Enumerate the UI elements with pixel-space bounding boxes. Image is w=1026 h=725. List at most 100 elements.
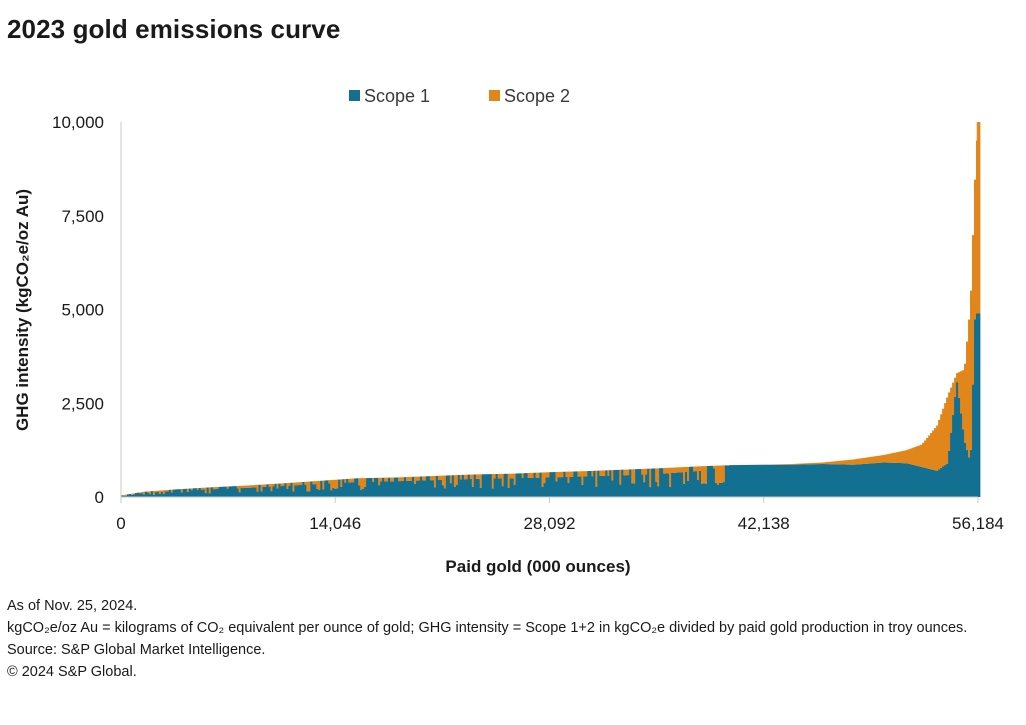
bar-scope2 [459,474,463,480]
bar-scope1 [346,478,349,497]
bar-scope2 [932,430,935,470]
bar-scope2 [716,465,720,485]
bar-scope1 [675,472,678,497]
bar-scope1 [332,487,335,497]
bar-scope2 [344,479,347,483]
bar-scope1 [505,473,509,497]
bar-scope1 [649,487,652,497]
bar-scope1 [599,475,602,497]
bar-scope2 [601,470,604,476]
bar-scope1 [262,486,265,497]
bar-scope2 [958,372,961,398]
legend-swatch-scope1 [349,90,360,101]
bar-scope1 [312,484,315,497]
bar-scope2 [788,464,792,465]
bar-scope2 [282,483,285,486]
bar-scope1 [121,495,124,497]
bar-scope2 [663,468,666,474]
bar-scope2 [928,435,931,469]
bar-scope1 [679,472,682,497]
bar-scope2 [246,485,249,488]
bar-scope1 [577,476,580,497]
bar-scope1 [429,480,433,497]
bar-scope1 [920,466,923,497]
bar-scope2 [860,458,863,465]
bar-scope1 [890,462,893,497]
bar-scope2 [334,479,337,489]
bar-scope1 [667,473,670,497]
bar-scope2 [702,466,706,484]
bar-scope1 [810,464,813,497]
bar-scope1 [354,478,357,497]
bar-scope1 [692,471,696,497]
bar-scope1 [820,464,823,497]
bar-scope2 [415,476,419,481]
bar-scope1 [398,481,401,497]
bar-scope2 [497,473,501,479]
bar-scope2 [475,474,479,479]
bar-scope2 [312,481,315,485]
bar-scope1 [888,462,891,497]
bar-scope2 [876,455,879,463]
bar-scope2 [718,465,722,483]
bar-scope1 [230,486,234,497]
bar-scope1 [214,489,218,497]
bar-scope2 [449,475,453,484]
bar-scope2 [832,461,835,465]
bar-scope1 [716,484,720,497]
y-tick-label: 0 [95,488,104,507]
bar-scope1 [872,463,875,497]
bar-scope1 [742,464,746,497]
bar-scope2 [704,466,708,484]
bar-scope2 [557,471,560,478]
bar-scope1 [136,492,140,497]
bar-scope1 [635,469,638,497]
bar-scope2 [924,440,927,468]
bar-scope2 [296,482,299,486]
bar-scope1 [912,464,915,497]
bar-scope1 [258,484,261,497]
bar-scope1 [497,478,501,497]
bar-scope1 [336,488,339,497]
bar-scope2 [679,467,682,473]
bar-scope1 [541,486,544,497]
bar-scope1 [368,478,371,497]
bar-scope1 [639,469,642,497]
bar-scope2 [499,473,503,479]
bar-scope1 [683,483,686,497]
bar-scope1 [134,493,138,497]
bar-scope1 [846,464,849,497]
bar-scope1 [898,463,901,497]
bar-scope1 [958,397,961,497]
bar-scope1 [451,475,455,497]
bar-scope1 [421,480,425,497]
bar-scope1 [515,473,519,497]
bar-scope1 [854,464,857,497]
bar-scope1 [657,486,660,497]
bar-scope2 [874,456,877,464]
bar-scope2 [946,397,949,464]
bar-scope1 [322,489,325,497]
bar-scope1 [844,464,847,497]
bar-scope2 [631,469,634,484]
bar-scope1 [453,486,457,497]
bar-scope1 [469,479,473,497]
bar-scope2 [649,468,652,488]
bar-scope1 [964,442,967,497]
y-tick-label: 7,500 [61,207,104,226]
bar-scope2 [547,472,550,478]
bar-scope1 [848,464,851,497]
bar-scope1 [495,474,499,497]
bar-scope2 [834,461,837,465]
legend: Scope 1 Scope 2 [349,86,570,106]
bar-scope1 [754,464,758,497]
bar-scope1 [856,464,859,497]
bar-scope1 [234,486,237,497]
bar-scope2 [944,403,947,466]
bar-scope2 [248,485,251,488]
bar-scope1 [172,489,176,497]
bar-scope1 [696,480,700,497]
bar-scope2 [543,472,546,484]
bar-scope1 [128,494,132,497]
bar-scope2 [922,442,925,468]
